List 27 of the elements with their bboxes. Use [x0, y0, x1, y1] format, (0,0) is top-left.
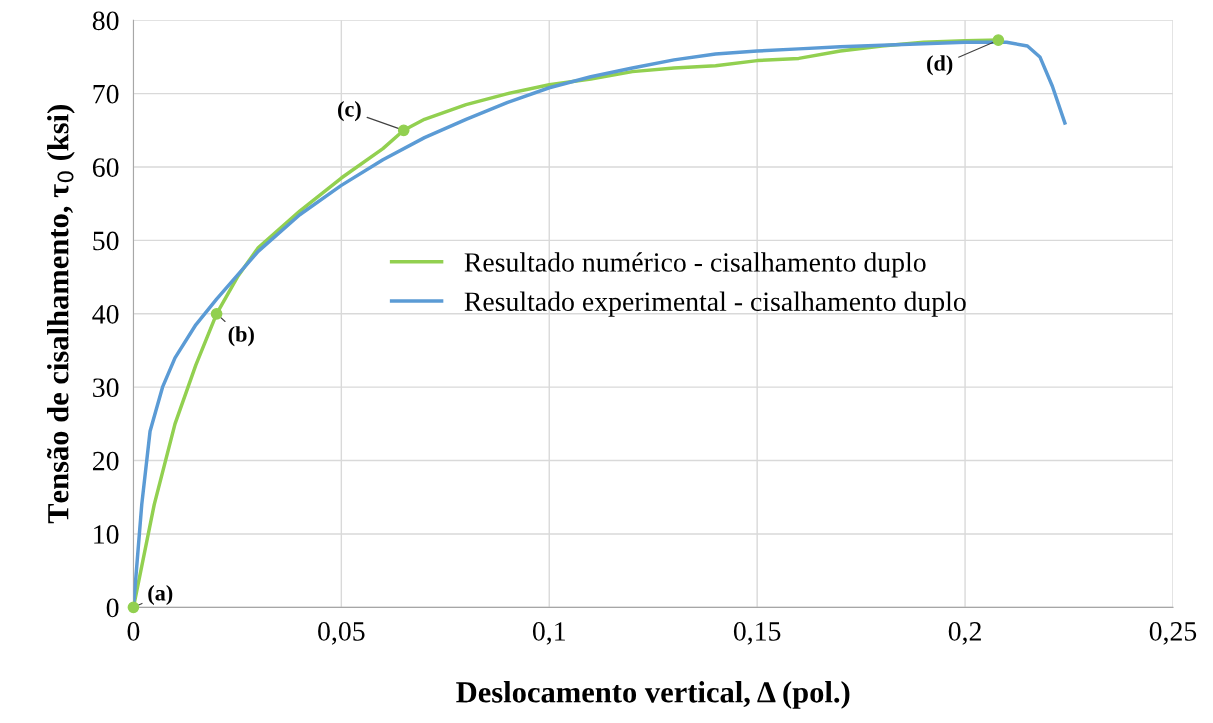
y-tick-label: 70 [93, 84, 119, 104]
point [210, 307, 223, 320]
y-tick-label: 80 [92, 11, 119, 31]
y-tick-label: 10 [94, 525, 119, 544]
y-tick-label: 30 [93, 378, 119, 398]
y-tick-label: 0 [106, 598, 119, 618]
y-tick-label: 20 [92, 451, 119, 471]
point [397, 124, 410, 137]
x-tick-label: 0,2 [948, 622, 981, 645]
x-tick-label: 0,1 [532, 622, 565, 645]
point [992, 34, 1005, 46]
y-axis-title: Tensão de cisalhamento, τ$_{0}$ (ksi) [46, 105, 75, 524]
x-tick-label: 0,05 [318, 622, 365, 645]
legend-label: Resultado numérico - cisalhamento duplo [464, 252, 926, 278]
x-tick-label: 0,15 [733, 622, 781, 645]
annotation: (b) [228, 326, 254, 347]
y-tick-label: 50 [93, 231, 119, 251]
y-tick-label: 40 [92, 304, 119, 324]
y-tick-label: 60 [92, 158, 119, 177]
x-axis-title: Deslocamento vertical, Δ (pol.) [456, 681, 850, 709]
legend-label: Resultado experimental - cisalhamento duplo [464, 291, 966, 317]
x-tick-label: 0 [127, 622, 140, 641]
annotation: (a) [148, 584, 173, 606]
annotation: (d) [927, 55, 953, 76]
point [127, 601, 140, 614]
annotation: (c) [338, 101, 361, 122]
x-tick-label: 0,25 [1149, 622, 1197, 645]
